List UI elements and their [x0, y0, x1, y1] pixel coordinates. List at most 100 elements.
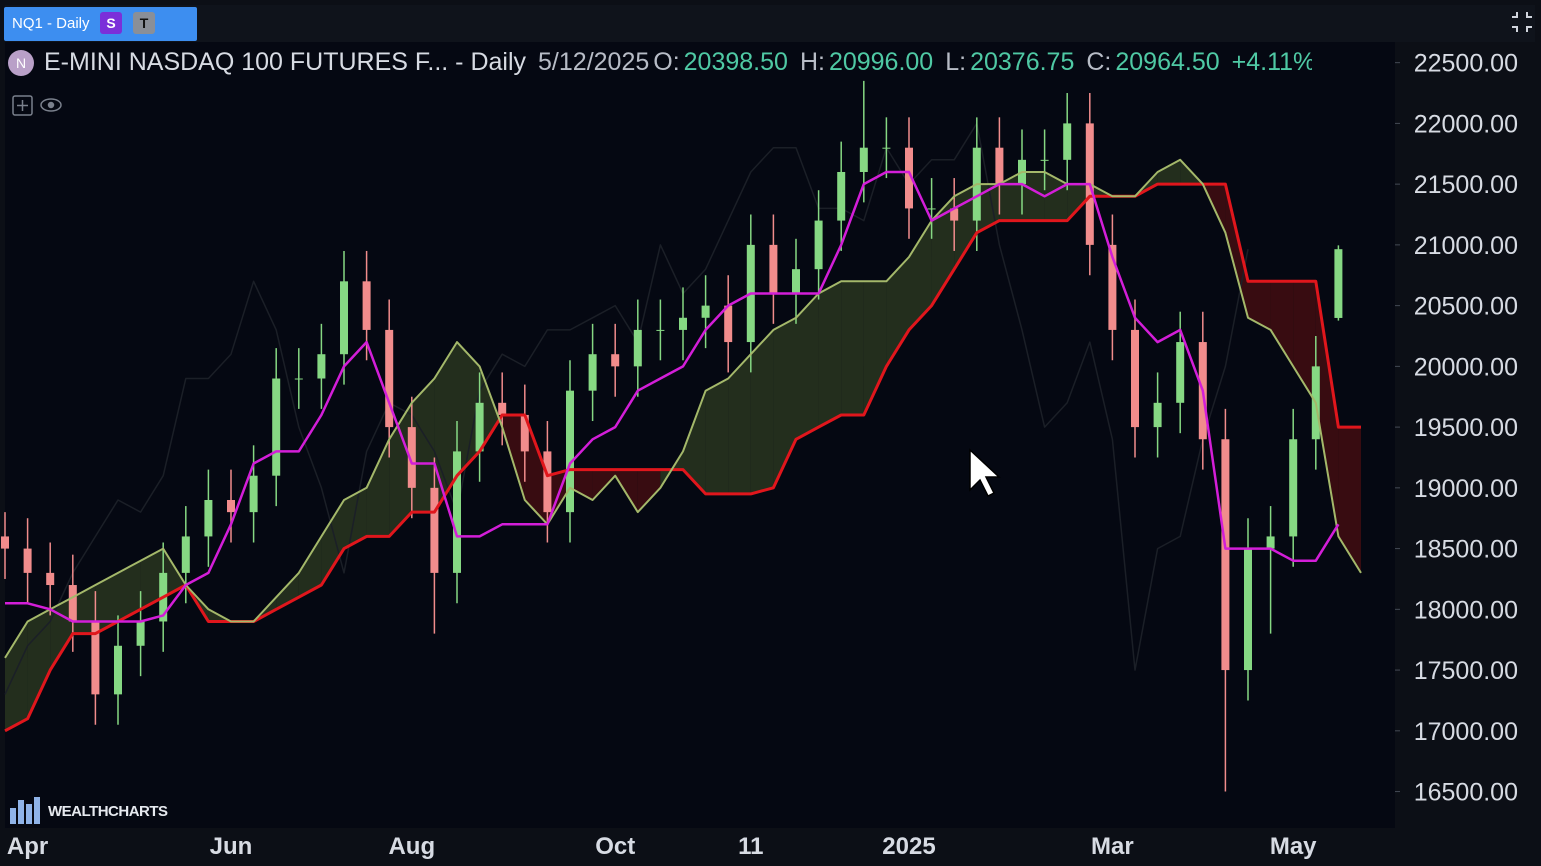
y-tick-label: 21000.00: [1414, 232, 1518, 260]
cloud-fill: [389, 402, 412, 537]
candle-body: [679, 317, 687, 330]
candle-body: [566, 390, 574, 513]
cloud-fill: [1067, 184, 1090, 221]
candle-body: [340, 281, 348, 355]
fullscreen-icon[interactable]: [1512, 12, 1532, 32]
cloud-fill: [1022, 171, 1045, 221]
candle-body: [453, 451, 461, 573]
candle-body: [1221, 439, 1230, 671]
y-tick-label: 18000.00: [1414, 596, 1518, 624]
candle-body: [1040, 159, 1049, 161]
cloud-fill: [1248, 281, 1271, 330]
candle-body: [837, 171, 846, 221]
candle-body: [882, 147, 891, 149]
candle-body: [114, 645, 122, 695]
cloud-fill: [863, 281, 887, 415]
y-tick-label: 20000.00: [1414, 353, 1518, 381]
cloud-fill: [344, 487, 367, 549]
symbol-tab[interactable]: NQ1 - Daily S T: [4, 7, 197, 41]
cloud-fill: [1293, 281, 1316, 403]
cloud-fill: [457, 342, 480, 476]
cloud-fill: [50, 597, 73, 671]
cloud-fill: [592, 469, 616, 500]
cloud-fill: [366, 439, 390, 537]
indicator-line: [5, 170, 1340, 623]
candle-body: [588, 354, 597, 391]
cloud-fill: [818, 281, 842, 428]
candle-body: [1153, 402, 1162, 428]
price-axis: [1395, 42, 1541, 828]
candle-body: [249, 475, 258, 513]
symbol-icon: N: [8, 49, 34, 76]
ohlc-value: 20996.00: [828, 48, 934, 76]
cloud-fill: [524, 414, 548, 525]
badge[interactable]: S: [100, 12, 122, 34]
logo: WEALTHCHARTS: [48, 803, 168, 820]
cloud-fill: [411, 378, 435, 513]
candle-body: [611, 354, 620, 367]
axes: 16500.00 17000.00 17500.00 18000.00 18500.00…: [7, 50, 1518, 860]
x-tick-label: May: [1270, 833, 1317, 860]
cloud-fill: [1225, 184, 1248, 318]
candle-body: [905, 147, 913, 209]
cloud-fill: [27, 609, 51, 719]
candle-body: [385, 329, 394, 428]
cloud-fill: [750, 329, 774, 494]
candle-body: [1266, 536, 1275, 549]
candle-body: [68, 585, 77, 622]
candle-body: [927, 208, 936, 210]
y-tick-label: 18500.00: [1414, 536, 1518, 564]
cloud-fill: [637, 469, 661, 513]
cloud-fill: [1044, 171, 1068, 221]
candle-body: [430, 487, 439, 573]
candle-body: [1176, 342, 1185, 403]
y-tick-label: 19000.00: [1414, 475, 1518, 503]
candle-body: [294, 378, 303, 380]
cloud-fill: [773, 317, 796, 488]
ohlc-label: O:: [653, 48, 680, 76]
indicator-line: [4, 122, 1249, 695]
candle-body: [23, 548, 32, 573]
cloud-fill: [1338, 427, 1361, 573]
badge[interactable]: T: [133, 12, 155, 34]
cloud-fill: [140, 548, 164, 610]
y-tick-label: 19500.00: [1414, 414, 1518, 442]
y-tick-label: 22500.00: [1414, 50, 1518, 78]
candle-body: [407, 427, 416, 488]
candle-body: [656, 329, 665, 331]
candle-body: [1108, 244, 1117, 330]
x-tick-label: Mar: [1091, 833, 1134, 860]
cloud-fill: [976, 184, 1000, 233]
candle-body: [475, 402, 484, 452]
x-tick-label: 2025: [882, 833, 935, 860]
change: +4.11%: [1231, 48, 1312, 76]
y-tick-label: 22000.00: [1414, 110, 1518, 138]
toolbar-icons[interactable]: [12, 95, 62, 116]
candle-body: [91, 621, 100, 695]
ohlc-label: L:: [945, 48, 967, 76]
cloud-fill: [570, 469, 593, 500]
indicator-line: [4, 158, 1362, 659]
candle-body: [362, 281, 371, 330]
candle-body: [498, 402, 507, 415]
cloud-fill: [163, 548, 186, 598]
ohlc-label: C:: [1086, 48, 1112, 76]
cloud-fill: [95, 572, 118, 634]
candle-body: [724, 305, 733, 343]
logo-icon: [10, 797, 40, 824]
x-tick-label: 11: [738, 833, 763, 860]
candle-body: [317, 354, 326, 379]
ohlc-value: 20376.75: [970, 48, 1075, 76]
cloud-fill: [434, 342, 457, 513]
candle-body: [995, 147, 1004, 185]
y-tick-label: 20500.00: [1414, 293, 1518, 321]
cloud-fill: [683, 390, 706, 494]
y-tick-label: 17500.00: [1414, 657, 1518, 685]
top-bar: [5, 5, 1535, 42]
time-axis: [5, 828, 1395, 866]
candle-body: [1, 536, 9, 549]
x-tick-label: Jun: [210, 833, 253, 860]
ohlc-value: 20398.50: [683, 48, 788, 76]
y-tick-label: 17000.00: [1414, 718, 1518, 746]
